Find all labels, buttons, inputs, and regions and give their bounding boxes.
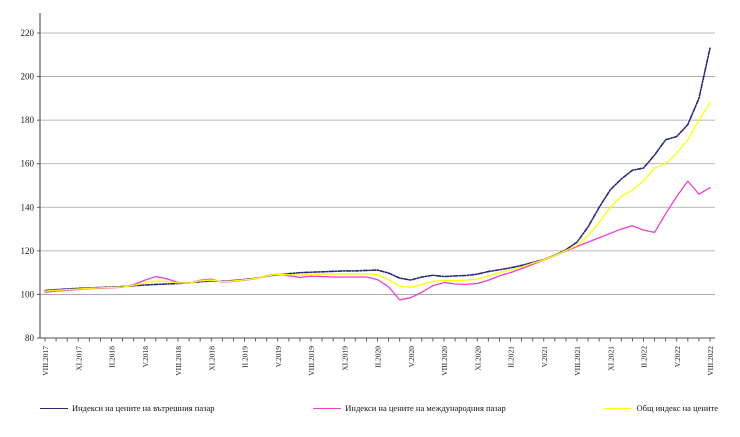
svg-text:80: 80: [25, 333, 35, 343]
series-line-0: [44, 47, 711, 292]
svg-text:VIII.2017: VIII.2017: [41, 346, 50, 376]
svg-text:VIII.2018: VIII.2018: [174, 346, 183, 376]
legend-label-overall: Общ индекс на цените: [636, 403, 718, 413]
svg-text:XI.2020: XI.2020: [473, 346, 482, 371]
international-series-line-marker: [313, 407, 342, 409]
overall-series-line-marker: [604, 407, 633, 409]
svg-text:V.2019: V.2019: [274, 346, 283, 368]
svg-text:180: 180: [21, 115, 35, 125]
svg-text:XI.2019: XI.2019: [340, 346, 349, 371]
svg-text:220: 220: [21, 28, 35, 38]
axes: [37, 13, 715, 342]
svg-text:XI.2018: XI.2018: [207, 346, 216, 371]
svg-text:VIII.2019: VIII.2019: [307, 346, 316, 376]
y-axis-tick-labels: 80 100 120 140 160 180 200 220: [21, 28, 35, 343]
gridlines: [40, 32, 715, 295]
svg-text:II.2019: II.2019: [241, 346, 250, 368]
svg-text:VIII.2021: VIII.2021: [573, 346, 582, 376]
svg-text:II.2022: II.2022: [640, 346, 649, 368]
chart-legend: Индекси на цените на вътрешния пазар Инд…: [40, 403, 718, 413]
svg-text:120: 120: [21, 246, 35, 256]
svg-text:200: 200: [21, 72, 35, 82]
svg-text:140: 140: [21, 202, 35, 212]
svg-text:V.2018: V.2018: [141, 346, 150, 368]
series-line-1: [44, 180, 711, 301]
svg-text:V.2022: V.2022: [673, 346, 682, 368]
legend-item-domestic: Индекси на цените на вътрешния пазар: [40, 403, 215, 413]
svg-text:XI.2017: XI.2017: [74, 346, 83, 371]
svg-text:100: 100: [21, 289, 35, 299]
series-line-2: [44, 102, 711, 292]
svg-text:II.2018: II.2018: [108, 346, 117, 368]
legend-label-international: Индекси на цените на международния пазар: [345, 403, 506, 413]
svg-text:V.2020: V.2020: [407, 346, 416, 368]
svg-text:V.2021: V.2021: [540, 346, 549, 368]
x-axis-tick-labels: VIII.2017 XI.2017 II.2018 V.2018 VIII.2018 XI…: [41, 346, 715, 376]
legend-label-domestic: Индекси на цените на вътрешния пазар: [72, 403, 215, 413]
svg-text:160: 160: [21, 159, 35, 169]
svg-text:VIII.2020: VIII.2020: [440, 346, 449, 376]
svg-text:II.2021: II.2021: [507, 346, 516, 368]
legend-item-international: Индекси на цените на международния пазар: [313, 403, 506, 413]
svg-text:VIII.2022: VIII.2022: [706, 346, 715, 376]
svg-text:XI.2021: XI.2021: [606, 346, 615, 371]
series-lines: [44, 47, 711, 301]
domestic-series-line-marker: [40, 407, 68, 409]
svg-text:II.2020: II.2020: [374, 346, 383, 368]
legend-item-overall: Общ индекс на цените: [604, 403, 718, 413]
